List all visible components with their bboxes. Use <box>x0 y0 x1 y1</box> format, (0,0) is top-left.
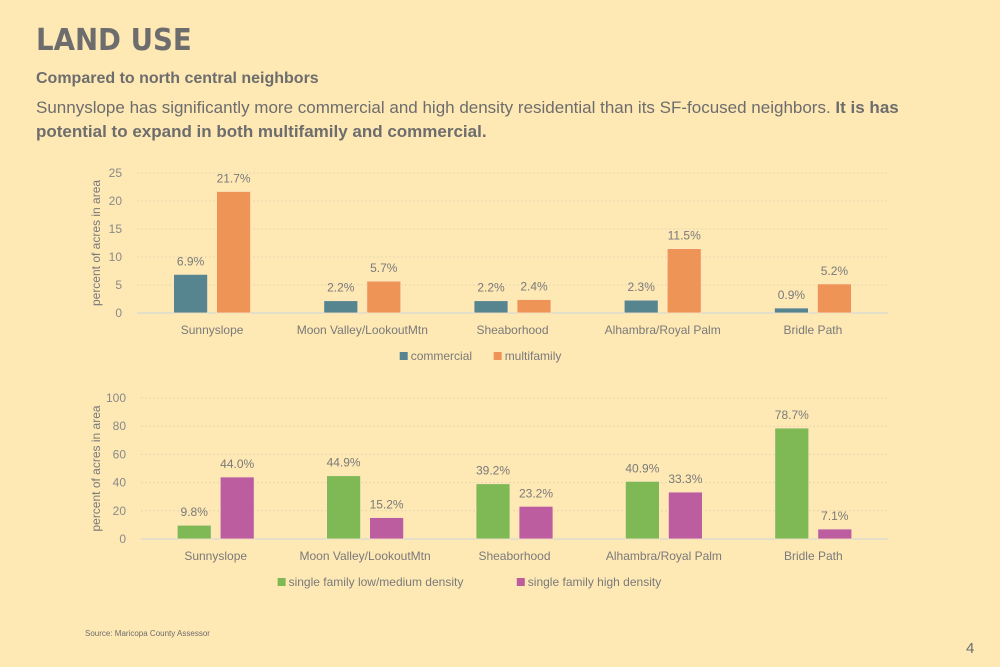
bar-commercial <box>173 273 209 314</box>
data-label: 21.7% <box>217 171 251 185</box>
data-label: 6.9% <box>177 254 205 268</box>
data-label: 2.2% <box>477 281 505 295</box>
bar-commercial <box>323 300 359 314</box>
bar-multifamily <box>516 299 552 314</box>
category-group: 6.9% 21.7% Sunnyslope <box>173 171 252 337</box>
y-tick-label: 15 <box>109 222 123 236</box>
x-tick-label: Sheaborhood <box>476 323 548 337</box>
y-axis-title: percent of acres in area <box>89 180 103 306</box>
data-label: 5.7% <box>370 261 398 275</box>
data-label: 0.9% <box>778 288 806 302</box>
bar-multifamily <box>216 191 252 314</box>
y-tick-label: 0 <box>115 306 122 320</box>
category-group: 2.2% 5.7% Moon Valley/LookoutMtn <box>297 261 428 337</box>
legend: commercial multifamily <box>399 349 562 363</box>
source-note: Source: Maricopa County Assessor <box>85 629 210 638</box>
legend-item: multifamily <box>493 349 562 363</box>
page-description: Sunnyslope has significantly more commer… <box>36 96 966 144</box>
legend-label: multifamily <box>505 349 562 363</box>
x-tick-label: Moon Valley/LookoutMtn <box>297 323 428 337</box>
category-group: 2.2% 2.4% Sheaborhood <box>473 280 552 337</box>
bar-commercial <box>623 299 659 314</box>
y-tick-label: 25 <box>109 166 123 180</box>
page-number: 4 <box>966 640 975 657</box>
category-group: 2.3% 11.5% Alhambra/Royal Palm <box>605 229 721 337</box>
y-tick-label: 20 <box>109 194 123 208</box>
bar-multifamily <box>666 248 702 314</box>
category-group: 0.9% 5.2% Bridle Path <box>774 264 852 337</box>
bar-commercial <box>473 300 509 314</box>
data-label: 2.4% <box>520 280 548 294</box>
x-tick-label: Bridle Path <box>784 323 843 337</box>
data-label: 5.2% <box>821 264 849 278</box>
y-tick-label: 10 <box>109 250 123 264</box>
data-label: 2.2% <box>327 281 355 295</box>
data-label: 2.3% <box>628 280 656 294</box>
data-label: 11.5% <box>668 229 701 243</box>
legend-swatch <box>399 352 408 360</box>
page-subtitle: Compared to north central neighbors <box>36 70 319 87</box>
legend-swatch <box>493 352 502 360</box>
legend-item: commercial <box>399 349 472 363</box>
page-title: LAND USE <box>36 23 192 58</box>
x-tick-label: Sunnyslope <box>181 323 244 337</box>
bar-multifamily <box>366 280 402 314</box>
legend-label: commercial <box>411 349 472 363</box>
x-tick-label: Alhambra/Royal Palm <box>605 323 721 337</box>
bar-multifamily <box>817 283 852 314</box>
description-emphasis: It is has potential to expand in both mu… <box>36 98 899 141</box>
bar-commercial <box>774 307 809 314</box>
description-text: Sunnyslope has significantly more commer… <box>36 98 836 117</box>
y-tick-label: 5 <box>115 278 122 292</box>
